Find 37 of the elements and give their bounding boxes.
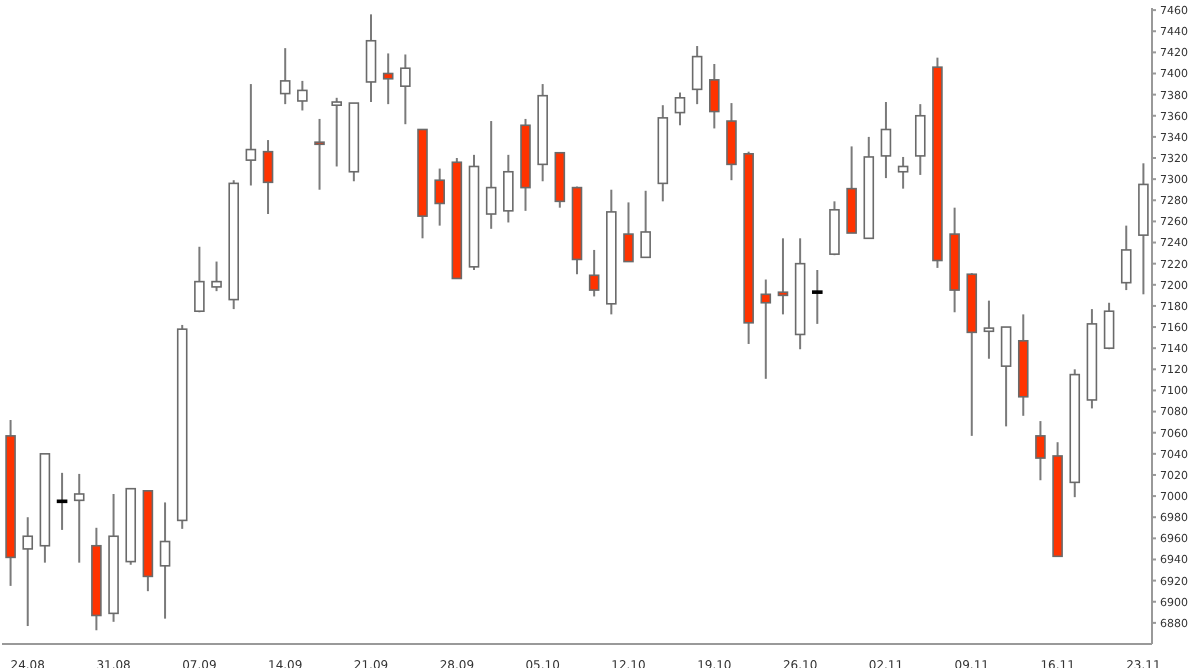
candlestick [194, 245, 205, 314]
candlestick [382, 52, 394, 106]
candlestick [1103, 301, 1115, 351]
candlestick [846, 145, 857, 235]
candlestick [211, 260, 222, 293]
candlestick [22, 516, 34, 628]
candlestick [726, 102, 737, 182]
candlestick [674, 91, 686, 127]
candlestick [159, 501, 171, 620]
candlestick [1035, 420, 1046, 482]
candlestick [365, 13, 377, 104]
candlestick [811, 269, 823, 325]
candlestick [691, 45, 703, 106]
candlestick [314, 117, 325, 191]
candlestick [245, 83, 257, 187]
candlestick [623, 201, 634, 263]
candlestick [760, 278, 772, 380]
candlestick [777, 237, 789, 316]
candlestick [880, 101, 892, 180]
candlestick [1000, 326, 1012, 428]
candlestick [640, 189, 651, 259]
candlestick [914, 103, 926, 176]
candlestick [897, 155, 909, 190]
candlestick [434, 167, 445, 227]
candlestick [400, 53, 411, 126]
candlestick [262, 139, 274, 216]
candlestick [588, 248, 600, 298]
candlestick [503, 153, 514, 224]
candlestick [1120, 224, 1132, 292]
candlestick [709, 62, 720, 130]
candlestick [485, 120, 497, 230]
candlestick [73, 472, 85, 564]
candlestick [829, 200, 840, 257]
candlestick [297, 79, 308, 112]
candlestick [983, 299, 995, 360]
candlestick [331, 96, 342, 168]
candlestick [279, 47, 291, 106]
